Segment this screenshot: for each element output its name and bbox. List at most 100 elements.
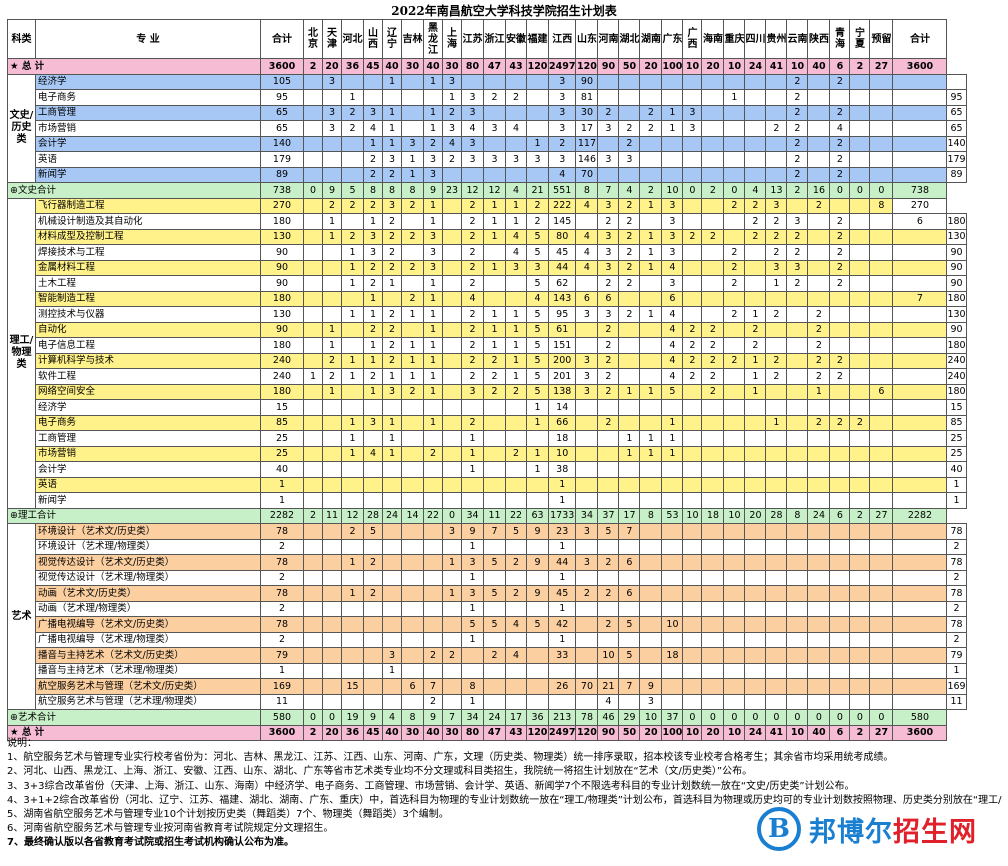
- table-cell: [401, 647, 424, 664]
- table-cell: [341, 693, 364, 710]
- table-cell: [765, 430, 788, 447]
- table-cell: [849, 275, 871, 292]
- table-cell: [892, 445, 948, 462]
- table-cell: 43: [505, 724, 527, 741]
- table-cell: [682, 73, 703, 90]
- table-cell: [483, 476, 506, 493]
- table-cell: [322, 554, 342, 571]
- table-cell: 50: [618, 724, 641, 741]
- table-cell: 5: [597, 523, 620, 540]
- table-cell: 2: [786, 244, 809, 261]
- major-name-cell: 广播电视编导（艺术文/历史类）: [35, 616, 261, 633]
- table-cell: 3: [765, 197, 788, 214]
- table-cell: 0: [869, 709, 894, 726]
- table-cell: [807, 399, 831, 416]
- table-cell: [701, 693, 725, 710]
- table-cell: [892, 585, 948, 602]
- table-cell: 2: [597, 616, 620, 633]
- table-cell: [639, 631, 663, 648]
- table-cell: 3: [597, 120, 620, 137]
- table-cell: [661, 73, 684, 90]
- table-cell: 3: [661, 213, 684, 230]
- table-cell: 1: [382, 430, 402, 447]
- table-cell: [765, 135, 788, 152]
- table-cell: [744, 538, 767, 555]
- table-cell: [423, 554, 443, 571]
- table-cell: 2: [744, 321, 767, 338]
- note-line: 5、湖南省航空服务艺术与管理专业10个计划按历史类（舞蹈类）7个、物理类（舞蹈类…: [7, 809, 449, 821]
- table-cell: 1: [401, 166, 424, 183]
- table-cell: 2: [483, 352, 506, 369]
- column-header: 天津: [322, 19, 342, 59]
- table-cell: 5: [483, 616, 506, 633]
- column-header: 河北: [341, 19, 364, 59]
- table-cell: 26: [547, 678, 577, 695]
- table-cell: 2: [946, 631, 967, 648]
- table-cell: 1: [526, 135, 549, 152]
- table-cell: [303, 616, 323, 633]
- table-cell: [382, 492, 402, 509]
- table-cell: 12: [483, 182, 506, 199]
- table-cell: [744, 523, 767, 540]
- table-cell: [382, 476, 402, 493]
- table-cell: [322, 135, 342, 152]
- table-cell: 1: [401, 368, 424, 385]
- table-cell: 2: [618, 259, 641, 276]
- table-cell: [401, 693, 424, 710]
- table-cell: [807, 693, 831, 710]
- table-cell: 23: [547, 523, 577, 540]
- table-row: 艺术 环境设计（艺术文/历史类） 78 2 5 3 9 7 5 9 23 3 5 7 78: [7, 523, 967, 710]
- table-cell: 0: [849, 182, 871, 199]
- table-cell: [701, 306, 725, 323]
- table-cell: [765, 89, 788, 106]
- table-cell: [682, 275, 703, 292]
- site-logo[interactable]: B 邦博尔招生网: [757, 799, 997, 859]
- table-cell: 3: [363, 104, 383, 121]
- table-cell: [303, 585, 323, 602]
- table-cell: 2: [829, 166, 851, 183]
- table-cell: [723, 647, 746, 664]
- table-cell: [618, 538, 641, 555]
- table-cell: [765, 616, 788, 633]
- table-cell: 3: [682, 120, 703, 137]
- table-cell: 1: [461, 461, 484, 478]
- table-cell: [786, 538, 809, 555]
- table-cell: 580: [892, 709, 948, 726]
- table-cell: 117: [575, 135, 599, 152]
- table-cell: [382, 399, 402, 416]
- table-cell: [849, 662, 871, 679]
- table-cell: [382, 461, 402, 478]
- column-header: 贵州: [765, 19, 788, 59]
- table-cell: [682, 538, 703, 555]
- major-name-cell: 动画（艺术理/物理类）: [35, 600, 261, 617]
- table-cell: [423, 492, 443, 509]
- table-cell: [682, 461, 703, 478]
- table-cell: [597, 600, 620, 617]
- table-cell: [849, 600, 871, 617]
- table-cell: [618, 73, 641, 90]
- table-row: 广播电视编导（艺术理/物理类） 2 1 1 2: [8, 631, 967, 648]
- table-cell: [661, 523, 684, 540]
- table-cell: 9: [526, 523, 549, 540]
- table-cell: [701, 461, 725, 478]
- table-cell: [723, 213, 746, 230]
- table-cell: 4: [505, 616, 527, 633]
- table-cell: 120: [526, 58, 549, 75]
- table-cell: 2: [442, 104, 462, 121]
- major-name-cell: 电子商务: [35, 414, 261, 431]
- table-cell: [723, 492, 746, 509]
- table-cell: 5: [461, 616, 484, 633]
- table-cell: [869, 538, 894, 555]
- table-cell: 3600: [260, 58, 304, 75]
- table-cell: 2: [303, 58, 323, 75]
- table-cell: 1: [423, 337, 443, 354]
- table-cell: [829, 197, 851, 214]
- table-cell: [849, 213, 871, 230]
- table-cell: 2: [618, 213, 641, 230]
- table-cell: [701, 430, 725, 447]
- table-cell: 2: [382, 228, 402, 245]
- table-cell: 3: [505, 151, 527, 168]
- table-cell: 2: [946, 569, 967, 586]
- table-cell: [807, 538, 831, 555]
- table-cell: [892, 73, 948, 90]
